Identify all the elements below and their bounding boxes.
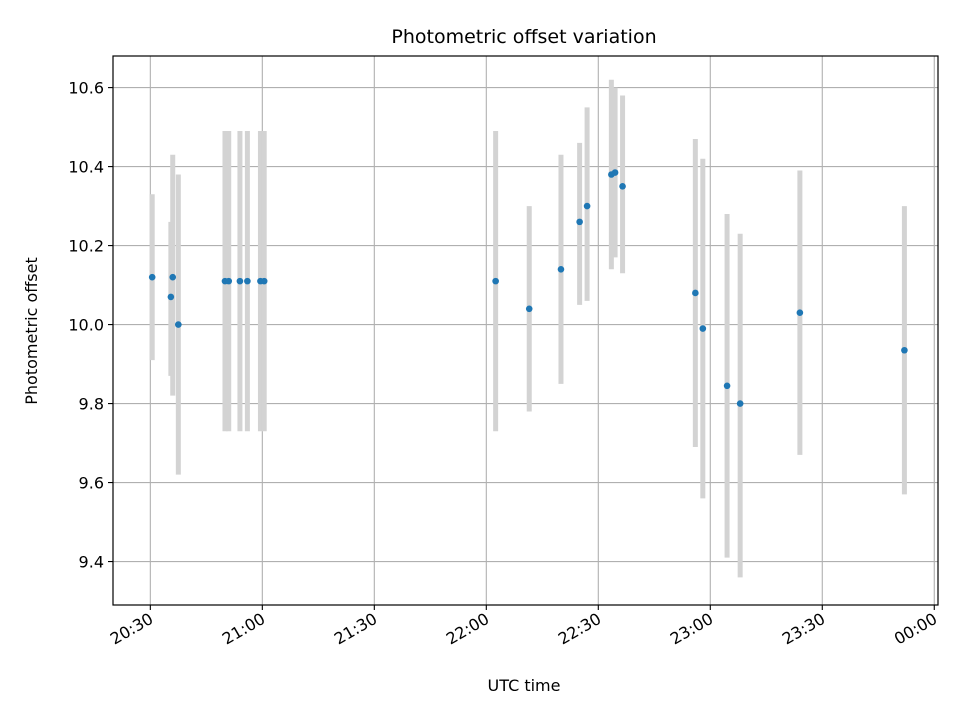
data-point [148,273,156,281]
data-point [901,346,908,354]
y-tick-label: 10.0 [68,316,104,335]
data-point [167,293,175,301]
x-axis-label: UTC time [488,676,561,695]
y-tick-label: 9.4 [79,553,104,572]
data-point [169,273,177,281]
y-tick-label: 10.4 [68,158,104,177]
data-point [175,321,182,328]
data-point [225,277,233,285]
y-axis-ticks: 9.4 9.6 9.8 10.0 10.2 10.4 10.6 [68,79,113,572]
data-point [796,309,804,317]
y-axis-label: Photometric offset [22,257,41,405]
plot-frame [112,55,939,606]
data-point [692,289,699,297]
y-tick-label: 10.6 [68,79,104,98]
data-point [619,183,626,190]
data-point [583,202,591,210]
data-point [236,277,244,285]
data-point [576,218,583,226]
data-point [260,277,268,285]
data-point [525,305,533,313]
data-point [736,400,744,407]
y-tick-label: 10.2 [68,237,104,256]
data-point [611,169,619,176]
data-point [244,277,251,285]
chart-title: Photometric offset variation [391,26,656,48]
y-tick-label: 9.8 [79,395,104,414]
data-point [699,325,707,332]
data-point [492,277,499,285]
data-point [557,265,565,273]
data-point [723,382,731,390]
y-tick-label: 9.6 [79,474,104,493]
data-points [148,169,908,407]
